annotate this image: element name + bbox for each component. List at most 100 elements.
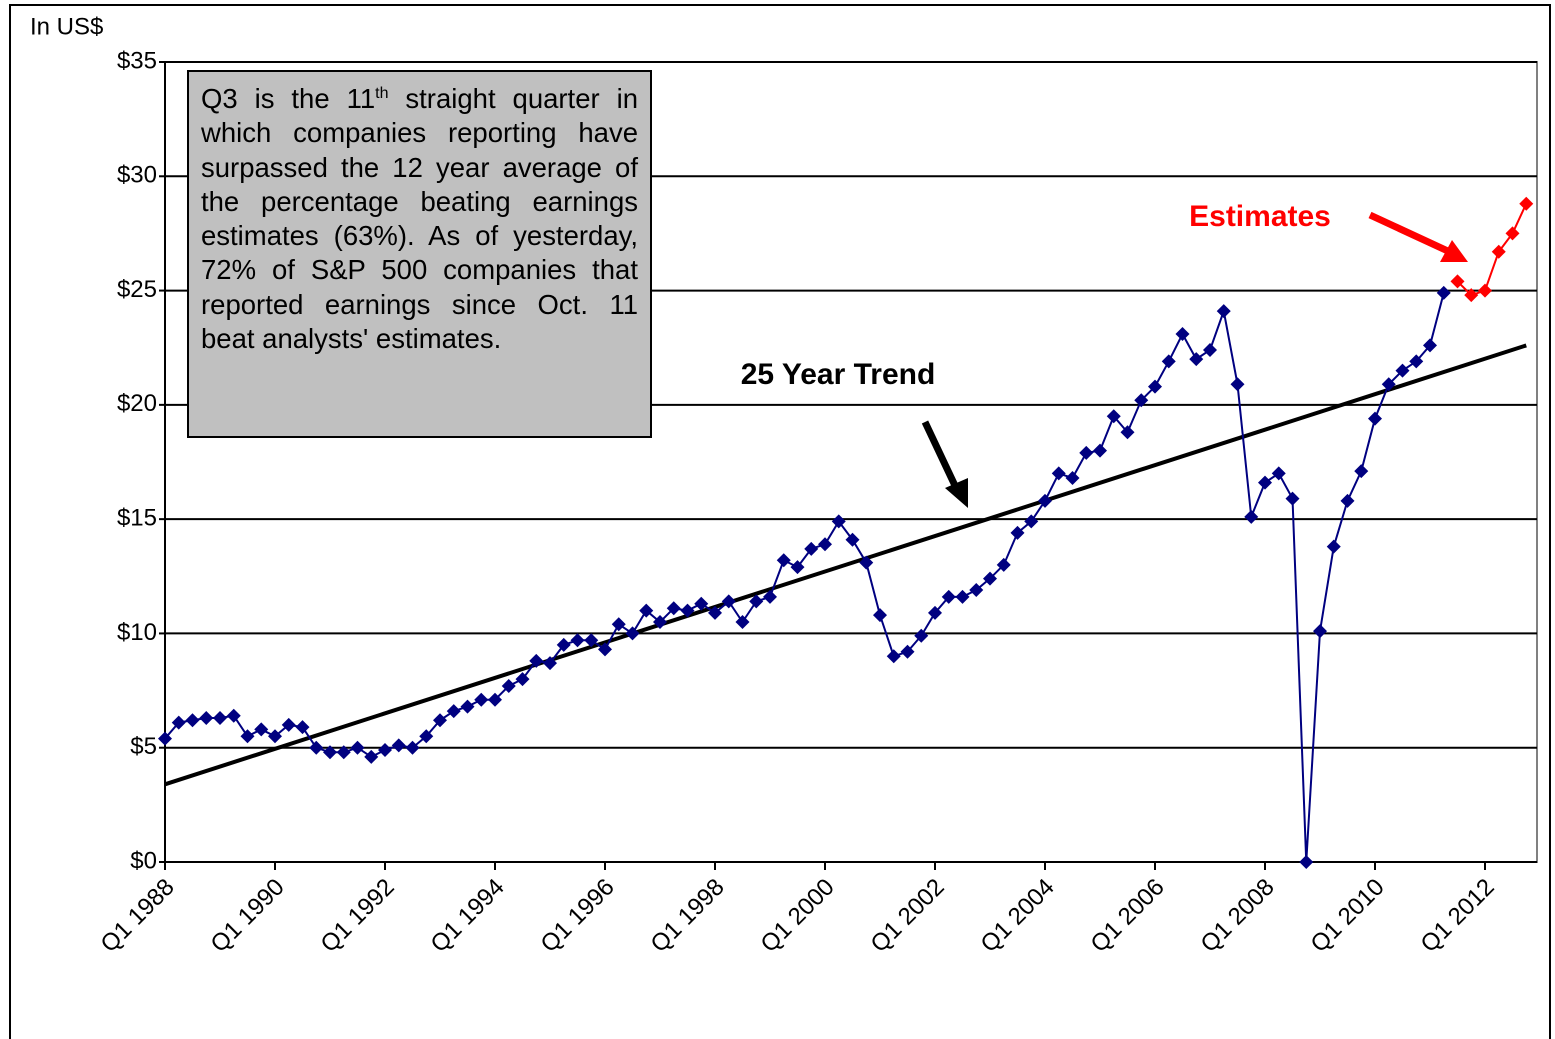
x-tick-label: Q1 1992 bbox=[316, 874, 400, 958]
data-point bbox=[1381, 377, 1396, 392]
data-point bbox=[158, 731, 172, 746]
y-tick-label: $15 bbox=[117, 504, 157, 531]
data-point bbox=[886, 649, 901, 664]
data-point bbox=[1038, 493, 1052, 508]
x-tick-label: Q1 1988 bbox=[96, 874, 180, 958]
data-point bbox=[199, 711, 214, 725]
data-point bbox=[790, 560, 805, 575]
data-point bbox=[680, 603, 695, 618]
data-point bbox=[1313, 624, 1327, 639]
trend-arrow bbox=[921, 420, 962, 494]
data-point bbox=[1519, 196, 1534, 211]
data-point bbox=[666, 601, 681, 616]
x-tick-label: Q1 1998 bbox=[646, 874, 730, 958]
data-point bbox=[584, 633, 599, 648]
data-point bbox=[226, 708, 241, 723]
trend-line bbox=[164, 343, 1527, 787]
data-point bbox=[941, 589, 956, 604]
data-point bbox=[928, 605, 942, 620]
data-point bbox=[1120, 425, 1135, 440]
data-point bbox=[281, 717, 296, 732]
data-point bbox=[1093, 443, 1107, 458]
data-point bbox=[1271, 466, 1286, 481]
y-tick-label: $0 bbox=[130, 847, 157, 874]
data-point bbox=[1148, 379, 1162, 394]
data-point bbox=[776, 553, 791, 568]
data-point bbox=[859, 555, 874, 570]
data-point bbox=[556, 637, 571, 652]
data-point bbox=[1051, 466, 1066, 481]
data-point bbox=[515, 672, 530, 687]
x-tick-label: Q1 2008 bbox=[1196, 874, 1280, 958]
data-point bbox=[625, 626, 640, 641]
data-point bbox=[1478, 283, 1492, 298]
data-point bbox=[598, 642, 612, 657]
estimates-arrow bbox=[1368, 211, 1452, 256]
data-point bbox=[1395, 363, 1410, 378]
data-point bbox=[570, 633, 585, 648]
data-point bbox=[171, 715, 186, 730]
data-point bbox=[405, 740, 420, 755]
data-point bbox=[336, 745, 351, 760]
x-tick-label: Q1 2002 bbox=[866, 874, 950, 958]
estimates-arrowhead bbox=[1440, 240, 1468, 262]
data-point bbox=[185, 713, 200, 728]
data-point bbox=[240, 729, 255, 744]
x-tick-label: Q1 2004 bbox=[976, 874, 1060, 958]
series-line bbox=[1456, 203, 1528, 297]
x-tick-label: Q1 1990 bbox=[206, 874, 290, 958]
data-point bbox=[831, 514, 846, 529]
data-point bbox=[474, 692, 489, 707]
data-point bbox=[1464, 288, 1479, 303]
data-point bbox=[1258, 475, 1272, 490]
data-point bbox=[983, 571, 997, 586]
data-point bbox=[735, 615, 750, 629]
data-point bbox=[309, 740, 324, 755]
data-point bbox=[1024, 514, 1039, 529]
data-point bbox=[1161, 354, 1176, 369]
estimates-label: Estimates bbox=[1189, 200, 1331, 233]
x-tick-label: Q1 2000 bbox=[756, 874, 840, 958]
data-point bbox=[1134, 393, 1149, 408]
y-tick-label: $5 bbox=[130, 733, 157, 760]
y-axis-label: In US$ bbox=[30, 13, 103, 40]
data-point bbox=[969, 583, 984, 597]
data-point bbox=[254, 722, 269, 737]
data-point bbox=[914, 628, 929, 643]
data-point bbox=[845, 532, 860, 547]
x-tick-label: Q1 2010 bbox=[1306, 874, 1390, 958]
data-point bbox=[1354, 464, 1369, 479]
trend-arrowhead bbox=[945, 478, 968, 508]
data-point bbox=[763, 589, 777, 604]
data-point bbox=[501, 679, 516, 693]
annotation-box: Q3 is the 11th straight quarter in which… bbox=[187, 70, 652, 438]
data-point bbox=[1340, 493, 1355, 508]
data-point bbox=[1450, 274, 1465, 289]
data-point bbox=[1189, 352, 1204, 367]
data-point bbox=[323, 745, 337, 760]
data-point bbox=[1106, 409, 1121, 424]
data-point bbox=[1216, 304, 1231, 319]
data-point bbox=[1065, 471, 1080, 485]
data-point bbox=[653, 615, 667, 629]
data-point bbox=[350, 740, 365, 755]
data-point bbox=[1423, 338, 1437, 353]
data-point bbox=[213, 711, 227, 725]
series-line bbox=[164, 292, 1445, 863]
data-point bbox=[1079, 445, 1094, 460]
data-point bbox=[900, 644, 915, 659]
data-point bbox=[708, 605, 722, 620]
data-point bbox=[378, 743, 392, 757]
x-tick-label: Q1 1994 bbox=[426, 874, 510, 958]
annotation-text: Q3 is the 11 bbox=[201, 83, 376, 114]
data-point bbox=[1436, 285, 1451, 300]
y-tick-label: $25 bbox=[117, 276, 157, 303]
y-tick-label: $30 bbox=[117, 162, 157, 189]
data-point bbox=[1203, 343, 1217, 357]
data-point bbox=[749, 594, 764, 609]
data-point bbox=[1505, 226, 1520, 241]
x-tick-label: Q1 2012 bbox=[1416, 874, 1500, 958]
x-tick-label: Q1 1996 bbox=[536, 874, 620, 958]
annotation-text: straight quarter in which companies repo… bbox=[201, 83, 638, 355]
data-point bbox=[873, 608, 887, 623]
